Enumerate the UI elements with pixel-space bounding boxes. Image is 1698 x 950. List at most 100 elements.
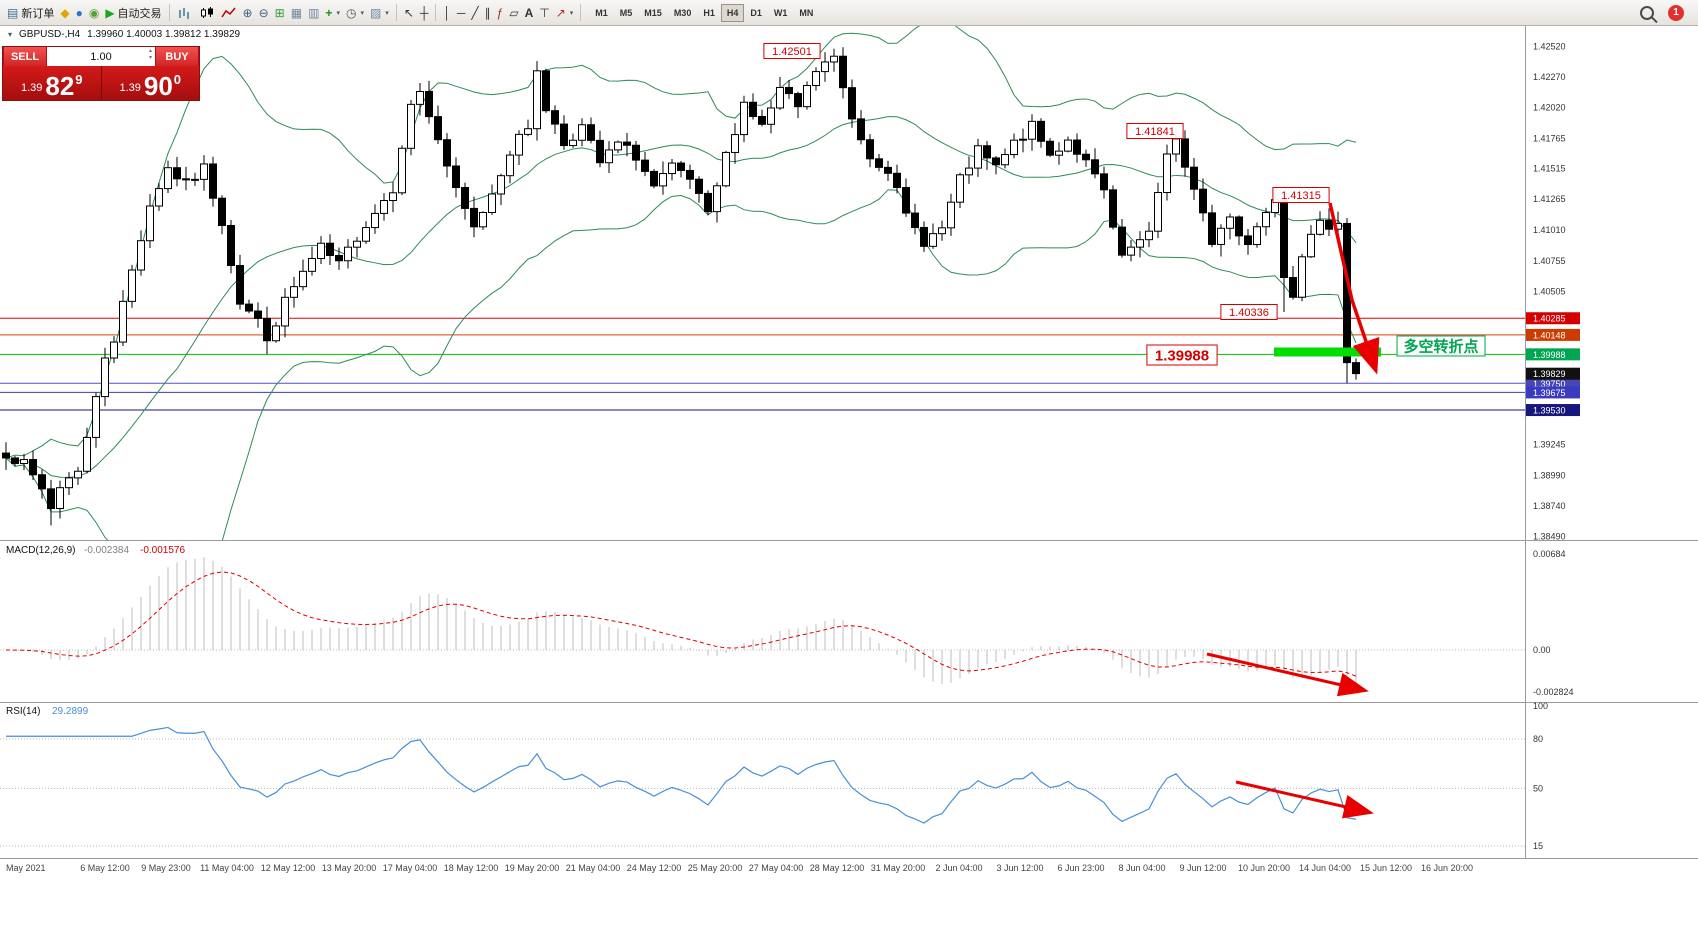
new-order-icon[interactable]: ▤ 新订单 (7, 5, 55, 20)
timeframe-h4[interactable]: H4 (720, 3, 745, 22)
symbol-ohlc: 1.39960 1.40003 1.39812 1.39829 (87, 29, 241, 40)
volume-stepper[interactable]: 1.00 ▴ ▾ (47, 47, 155, 66)
macd-axis-tick: 0.00 (1533, 645, 1551, 655)
deposit-icon[interactable]: ◆ (60, 5, 70, 20)
svg-text:1.39988: 1.39988 (1155, 347, 1209, 364)
time-axis-label: 13 May 20:00 (322, 863, 377, 873)
time-axis-label: 8 Jun 04:00 (1118, 863, 1165, 873)
sell-price[interactable]: 1.39 82 9 (20, 70, 83, 101)
news-icon[interactable]: ◉ (88, 5, 100, 20)
time-axis-label: 16 Jun 20:00 (1421, 863, 1473, 873)
macd-axis-tick: 0.00684 (1533, 549, 1566, 559)
macd-signal-value: -0.001576 (140, 545, 185, 556)
sell-button[interactable]: SELL (3, 47, 47, 66)
autotrading-icon[interactable]: ▶ 自动交易 (105, 5, 162, 20)
periods-icon[interactable]: ◷ ▾ (345, 5, 364, 20)
arrows-icon[interactable]: ↗ ▾ (555, 5, 574, 20)
price-axis-tick: 1.41765 (1533, 133, 1566, 143)
toolbar-left: ▤ 新订单 ◆ ● ◉ ▶ 自动交易 ⊕ ⊖ ⊞ ▦ ▥ + ▾ ◷ ▾ ▨ ▾ ↖ ┼ │ ─ ╱ ∥ ƒ ▱ A ⊤ ↗ ▾ (4, 3, 585, 23)
trend-arrow[interactable] (1328, 202, 1380, 375)
tile-windows-icon[interactable]: ⊞ (274, 5, 285, 20)
time-axis-label: 12 May 12:00 (261, 863, 316, 873)
price-badge: 1.40148 (1526, 328, 1580, 341)
time-axis-label: 21 May 04:00 (566, 863, 621, 873)
timeframe-m5[interactable]: M5 (619, 7, 633, 18)
highlight-bar[interactable] (1274, 347, 1381, 357)
chart-annotation[interactable]: 1.41841 (1126, 123, 1184, 139)
price-badge: 1.39829 (1526, 367, 1580, 380)
toolbar-separator (395, 4, 397, 21)
indicators-icon[interactable]: + ▾ (325, 5, 340, 20)
bollinger-band-line (5, 116, 1357, 478)
rsi-axis-tick: 50 (1533, 783, 1543, 793)
timeframe-m1[interactable]: M1 (595, 7, 608, 18)
chart-annotation[interactable]: 1.42501 (763, 43, 821, 59)
price-badge: 1.39750 (1526, 377, 1580, 390)
price-axis-tick: 1.41010 (1533, 225, 1566, 235)
timeframe-h1[interactable]: H1 (703, 7, 715, 18)
label-icon[interactable]: ⊤ (539, 5, 550, 20)
trend-arrow[interactable] (1235, 780, 1374, 819)
timeframe-mn[interactable]: MN (799, 7, 814, 18)
crosshair-icon[interactable]: ┼ (419, 5, 429, 20)
svg-text:1.39829: 1.39829 (1533, 369, 1566, 379)
timeframe-d1[interactable]: D1 (750, 7, 762, 18)
price-axis-tick: 1.42270 (1533, 72, 1566, 82)
fibonacci-icon[interactable]: ƒ (496, 5, 504, 20)
svg-text:1.39750: 1.39750 (1533, 379, 1566, 389)
price-badge: 1.40285 (1526, 312, 1580, 325)
text-icon[interactable]: A (524, 5, 534, 20)
chart-annotation[interactable]: 多空转折点 (1396, 335, 1486, 357)
buy-button[interactable]: BUY (155, 47, 199, 66)
time-axis-label: 25 May 20:00 (688, 863, 743, 873)
chart-symbol-icon: ▾ (8, 30, 13, 39)
main-toolbar: ▤ 新订单 ◆ ● ◉ ▶ 自动交易 ⊕ ⊖ ⊞ ▦ ▥ + ▾ ◷ ▾ ▨ ▾ ↖ ┼ │ ─ ╱ ∥ ƒ ▱ A ⊤ ↗ ▾ M1 M5… (0, 0, 1698, 26)
vertical-line-icon[interactable]: │ (443, 5, 451, 20)
cursor-icon[interactable]: ↖ (403, 5, 414, 20)
timeframe-w1[interactable]: W1 (773, 7, 788, 18)
trend-arrow[interactable] (1206, 652, 1369, 697)
symbol-header: ▾ GBPUSD-,H4 1.39960 1.40003 1.39812 1.3… (8, 29, 240, 40)
market-icon[interactable]: ● (75, 5, 83, 20)
line-chart-icon[interactable] (218, 4, 240, 22)
zoom-in-icon[interactable]: ⊕ (242, 5, 253, 20)
price-divider (100, 66, 102, 100)
shapes-icon[interactable]: ▱ (509, 5, 519, 20)
buy-price[interactable]: 1.39 90 0 (119, 70, 182, 101)
candlestick-chart-icon[interactable] (196, 4, 218, 22)
zoom-out-icon[interactable]: ⊖ (258, 5, 269, 20)
volume-spinner-icons[interactable]: ▴ ▾ (148, 48, 152, 61)
templates-icon[interactable]: ▨ ▾ (369, 5, 389, 20)
svg-text:1.40148: 1.40148 (1533, 330, 1566, 340)
rsi-panel: 100 80 50 15 RSI(14) 29.2899 (0, 701, 1548, 851)
channel-icon[interactable]: ∥ (484, 5, 491, 20)
chart-annotation[interactable]: 1.39988 (1146, 344, 1218, 366)
timeframe-m15[interactable]: M15 (644, 7, 662, 18)
rsi-label: RSI(14) (6, 706, 40, 717)
chart-annotation[interactable]: 1.41315 (1272, 187, 1330, 203)
chart-annotation[interactable]: 1.40336 (1220, 304, 1278, 320)
time-axis-label: 18 May 12:00 (444, 863, 499, 873)
bar-chart-icon[interactable] (174, 4, 196, 22)
timeframe-m30[interactable]: M30 (673, 7, 692, 18)
notification-badge[interactable]: 1 (1668, 4, 1684, 21)
cascade-windows-icon[interactable]: ▥ (308, 5, 320, 20)
bollinger-band-line (5, 189, 1357, 540)
price-axis-tick: 1.38990 (1533, 471, 1566, 481)
price-axis-tick: 1.42020 (1533, 102, 1566, 112)
svg-text:1.39988: 1.39988 (1533, 350, 1566, 360)
trendline-icon[interactable]: ╱ (471, 5, 479, 20)
price-axis-tick: 1.41265 (1533, 194, 1566, 204)
horizontal-line-icon[interactable]: ─ (456, 5, 466, 20)
toolbar-separator (168, 4, 170, 21)
time-axis-label: 6 Jun 23:00 (1057, 863, 1104, 873)
price-axis-tick: 1.40505 (1533, 286, 1566, 296)
one-click-trading-panel: SELL 1.00 ▴ ▾ BUY 1.39 82 9 1.39 90 0 (2, 46, 200, 101)
search-icon[interactable] (1640, 5, 1654, 20)
svg-text:1.39675: 1.39675 (1533, 388, 1566, 398)
time-axis-label: 17 May 04:00 (383, 863, 438, 873)
arrange-windows-icon[interactable]: ▦ (290, 5, 303, 20)
